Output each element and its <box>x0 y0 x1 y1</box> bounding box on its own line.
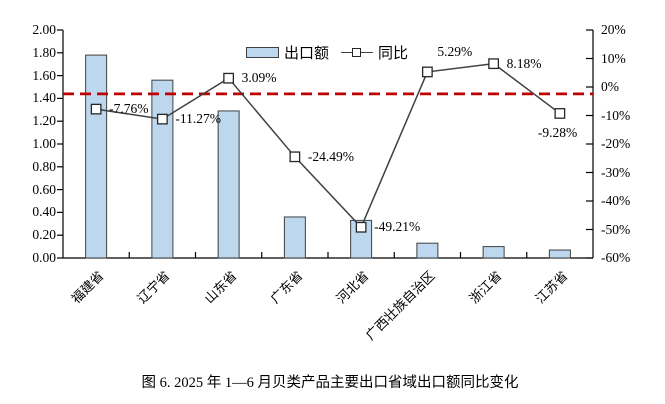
y-axis-tick-label: 0.20 <box>32 227 56 243</box>
yoy-data-label: -9.28% <box>537 125 578 141</box>
export-amount-bar <box>416 242 439 259</box>
line-marker-icon <box>341 47 374 58</box>
yoy-square-marker <box>223 72 235 84</box>
export-amount-bar <box>482 246 505 259</box>
yoy-data-label: -24.49% <box>307 148 354 164</box>
yoy-square-marker <box>156 113 168 125</box>
y-axis-tick-label: 0.40 <box>32 204 56 220</box>
yoy-square-marker <box>488 58 500 70</box>
figure-caption: 图 6. 2025 年 1—6 月贝类产品主要出口省域出口额同比变化 <box>141 375 519 391</box>
export-amount-bar <box>217 110 240 259</box>
yoy-line <box>96 62 561 229</box>
y-axis-tick-label: 0.60 <box>32 181 56 197</box>
yoy-data-label: -7.76% <box>109 101 149 117</box>
export-amount-bar <box>151 79 174 259</box>
y-axis-tick-label: 1.40 <box>32 90 56 106</box>
y-axis-tick-label: 0.80 <box>32 158 56 174</box>
y2-axis-tick-label: -60% <box>601 250 631 265</box>
export-amount-bar <box>85 54 108 259</box>
yoy-data-label: -49.21% <box>374 219 421 235</box>
yoy-data-label: 3.09% <box>241 70 277 86</box>
yoy-square-marker <box>90 103 102 115</box>
yoy-square-marker <box>355 221 367 233</box>
y2-axis-tick-label: -20% <box>601 136 631 151</box>
y2-axis-tick-label: -10% <box>601 107 631 123</box>
y-axis-tick-label: 1.20 <box>32 113 56 129</box>
bar-swatch-icon <box>246 47 279 58</box>
y2-axis-tick-label: -50% <box>601 221 631 237</box>
legend-label-yoy: 同比 <box>378 46 409 62</box>
yoy-data-label: -11.27% <box>175 111 221 127</box>
y2-axis-tick-label: 10% <box>601 50 626 66</box>
y2-axis-tick-label: -30% <box>601 164 631 180</box>
export-amount-bar <box>548 249 571 259</box>
y2-axis-tick-label: -40% <box>601 193 631 208</box>
export-amount-bar <box>283 216 306 259</box>
y-axis-tick-label: 0.00 <box>32 250 56 265</box>
yoy-square-marker <box>421 66 433 78</box>
chart-legend: 出口额 同比 <box>246 42 408 63</box>
y2-axis-tick-label: 0% <box>601 79 619 94</box>
yoy-square-marker <box>554 108 566 119</box>
yoy-data-label: 5.29% <box>437 43 473 59</box>
y-axis-tick-label: 2.00 <box>32 22 56 37</box>
y-axis-tick-label: 1.60 <box>32 67 56 83</box>
y2-axis-tick-label: 20% <box>601 22 626 37</box>
y-axis-tick-label: 1.80 <box>32 44 56 60</box>
legend-label-export-amount: 出口额 <box>284 46 330 62</box>
legend-item-yoy: 同比 <box>341 42 408 63</box>
legend-item-export-amount: 出口额 <box>246 42 329 63</box>
yoy-data-label: 8.18% <box>506 55 542 71</box>
yoy-square-marker <box>289 151 301 163</box>
y-axis-tick-label: 1.00 <box>32 136 56 151</box>
legend-square-marker <box>352 48 362 57</box>
